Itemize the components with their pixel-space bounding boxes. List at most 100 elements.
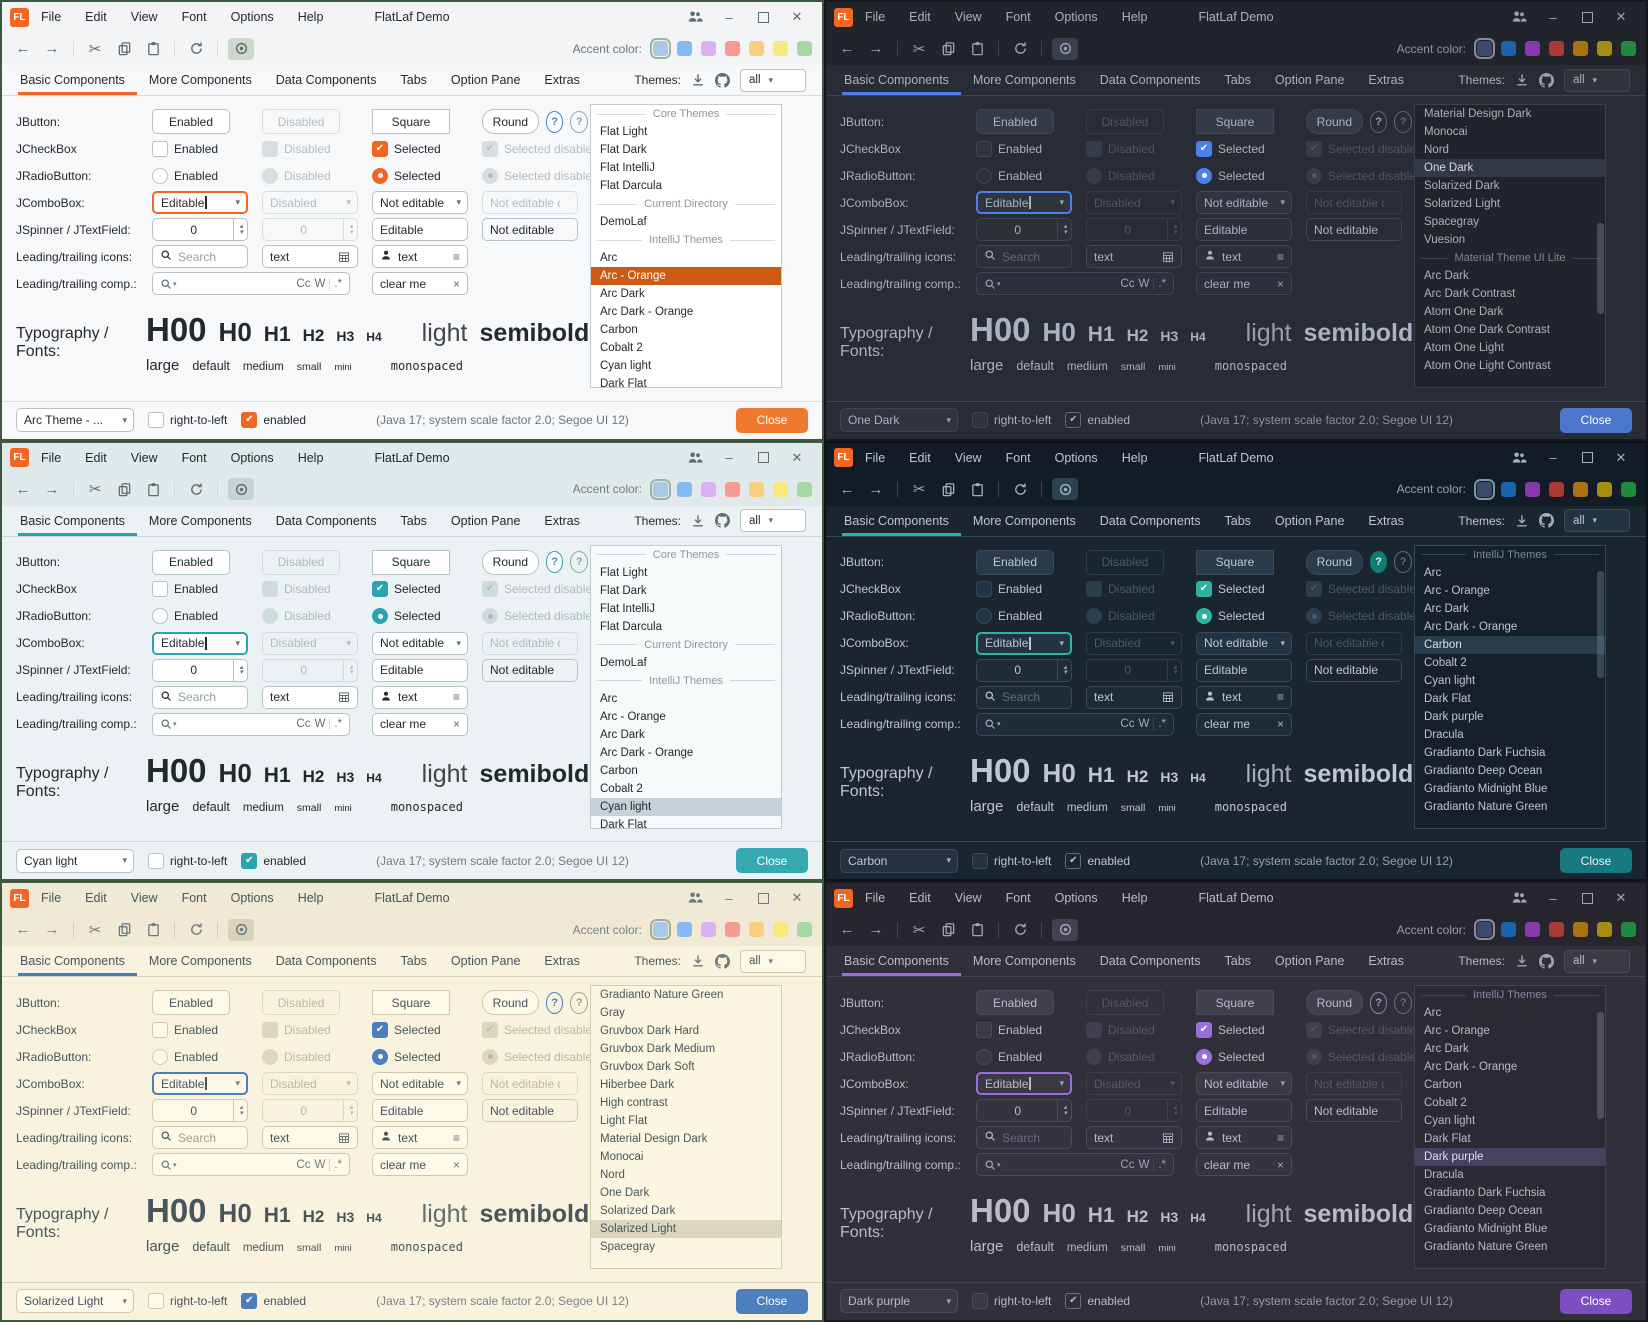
enabled-button[interactable]: Enabled	[152, 549, 230, 575]
theme-list-item[interactable]: Dracula	[1424, 728, 1464, 741]
menu-list-icon[interactable]: ≡	[1276, 690, 1284, 705]
accent-swatch[interactable]	[1501, 922, 1516, 938]
search-input[interactable]: Search	[976, 685, 1072, 709]
theme-list-item[interactable]: Dark purple	[1424, 710, 1484, 723]
accent-swatch[interactable]	[701, 41, 716, 56]
search-dropdown-icon[interactable]: ▾	[160, 1159, 177, 1171]
clear-me-input[interactable]: clear me ×	[1196, 272, 1292, 295]
calendar-grid-icon[interactable]	[338, 1132, 350, 1144]
back-icon[interactable]: ←	[839, 480, 855, 498]
tab-extras[interactable]: Extras	[544, 73, 580, 87]
text-input-calendar[interactable]: text	[262, 245, 358, 268]
theme-list-item[interactable]: Cobalt 2	[600, 342, 643, 354]
text-input-calendar[interactable]: text	[262, 1126, 358, 1150]
search-dropdown-icon[interactable]: ▾	[984, 718, 1001, 730]
maximize-button[interactable]	[746, 445, 780, 471]
menu-help[interactable]: Help	[1121, 891, 1148, 906]
accent-swatch[interactable]	[701, 922, 716, 938]
textfield-editable[interactable]: Editable	[372, 218, 468, 241]
menu-options[interactable]: Options	[1054, 10, 1098, 24]
minimize-button[interactable]: –	[1549, 890, 1557, 906]
enabled-checkbox[interactable]: ✔	[241, 412, 258, 429]
clear-icon[interactable]: ×	[452, 1157, 460, 1172]
theme-select[interactable]: Carbon ▾	[840, 848, 958, 873]
radio-enabled[interactable]	[976, 167, 992, 184]
accent-swatch[interactable]	[677, 922, 692, 938]
tab-option-pane[interactable]: Option Pane	[450, 513, 521, 528]
accent-swatch[interactable]	[1525, 922, 1540, 938]
tab-tabs[interactable]: Tabs	[1224, 513, 1251, 528]
minimize-button[interactable]: –	[725, 890, 733, 906]
right-to-left-checkbox[interactable]	[148, 412, 164, 429]
search-options-input[interactable]: ▾ Cc W .*	[976, 272, 1174, 295]
help-button[interactable]: ?	[545, 991, 564, 1014]
menu-help[interactable]: Help	[297, 10, 324, 24]
menu-options[interactable]: Options	[230, 10, 274, 24]
square-button[interactable]: Square	[1196, 109, 1274, 134]
whole-word-button[interactable]: W	[1138, 718, 1150, 731]
spinner-arrows[interactable]: ▴ ▾	[1057, 1100, 1067, 1122]
checkbox-selected[interactable]: ✔	[372, 140, 388, 157]
chevron-down-icon[interactable]: ▾	[1280, 197, 1285, 207]
radio-selected[interactable]	[1196, 167, 1212, 184]
paste-icon[interactable]	[142, 478, 164, 500]
spinner-arrows[interactable]: ▴ ▾	[1057, 659, 1067, 681]
radio-enabled[interactable]	[152, 1048, 168, 1065]
tab-tabs[interactable]: Tabs	[400, 513, 427, 528]
menu-help[interactable]: Help	[1121, 450, 1148, 465]
radio-enabled[interactable]	[152, 608, 168, 625]
theme-list-item[interactable]: Light Flat	[600, 1115, 648, 1128]
text-input-person[interactable]: text ≡	[1196, 1126, 1292, 1150]
round-button[interactable]: Round	[1306, 549, 1363, 575]
copy-icon[interactable]	[937, 38, 959, 60]
accent-swatch[interactable]	[677, 41, 692, 56]
accent-swatch[interactable]	[749, 41, 764, 56]
theme-select[interactable]: One Dark ▾	[840, 408, 958, 433]
tab-more-components[interactable]: More Components	[972, 513, 1076, 528]
paste-icon[interactable]	[142, 38, 164, 60]
cut-icon[interactable]: ✂	[912, 481, 926, 499]
combobox-editable[interactable]: Editable ▾	[976, 191, 1072, 214]
whole-word-button[interactable]: W	[314, 277, 326, 290]
theme-list-item[interactable]: Solarized Dark	[600, 1205, 676, 1218]
accent-swatch[interactable]	[1597, 922, 1612, 938]
download-icon[interactable]	[691, 514, 705, 528]
theme-list-item[interactable]: Arc Dark - Orange	[600, 746, 694, 759]
search-options-input[interactable]: ▾ Cc W .*	[976, 1153, 1174, 1177]
theme-list-item[interactable]: Arc Dark	[1424, 602, 1469, 615]
theme-list-item[interactable]: Nord	[1424, 144, 1449, 156]
help-button-secondary[interactable]: ?	[1394, 551, 1413, 574]
users-icon[interactable]	[678, 885, 712, 911]
accent-swatch[interactable]	[1621, 481, 1636, 497]
theme-list-item[interactable]: Arc Dark - Orange	[1424, 620, 1518, 633]
download-icon[interactable]	[1515, 954, 1529, 968]
theme-list-item[interactable]: Cyan light	[600, 360, 652, 372]
combobox-not-editable[interactable]: Not editable ▾	[372, 631, 468, 655]
tab-extras[interactable]: Extras	[544, 513, 580, 528]
paste-icon[interactable]	[966, 38, 988, 60]
theme-list-item[interactable]: Arc	[600, 692, 618, 705]
textfield-editable[interactable]: Editable	[1196, 1099, 1292, 1123]
calendar-grid-icon[interactable]	[1162, 251, 1174, 263]
match-case-button[interactable]: Cc	[296, 1158, 311, 1171]
users-icon[interactable]	[678, 4, 712, 30]
theme-select[interactable]: Cyan light ▾	[16, 848, 134, 873]
text-input-person[interactable]: text ≡	[1196, 685, 1292, 709]
calendar-grid-icon[interactable]	[338, 691, 350, 703]
theme-list-item[interactable]: Material Design Dark	[600, 1133, 708, 1146]
cut-icon[interactable]: ✂	[912, 40, 926, 58]
menu-view[interactable]: View	[130, 450, 158, 465]
theme-list-item[interactable]: Dark purple	[1415, 1148, 1605, 1167]
accent-swatch[interactable]	[649, 478, 672, 501]
search-dropdown-icon[interactable]: ▾	[160, 278, 177, 290]
back-icon[interactable]: ←	[15, 921, 31, 939]
accent-swatch[interactable]	[1573, 41, 1588, 56]
search-input[interactable]: Search	[976, 245, 1072, 268]
theme-list-item[interactable]: Gradianto Deep Ocean	[1424, 764, 1543, 777]
text-input-calendar[interactable]: text	[1086, 1126, 1182, 1150]
square-button[interactable]: Square	[1196, 990, 1274, 1016]
whole-word-button[interactable]: W	[1138, 1158, 1150, 1171]
text-input-calendar[interactable]: text	[1086, 245, 1182, 268]
enabled-checkbox[interactable]: ✔	[1065, 412, 1082, 429]
accent-swatch[interactable]	[1597, 41, 1612, 56]
